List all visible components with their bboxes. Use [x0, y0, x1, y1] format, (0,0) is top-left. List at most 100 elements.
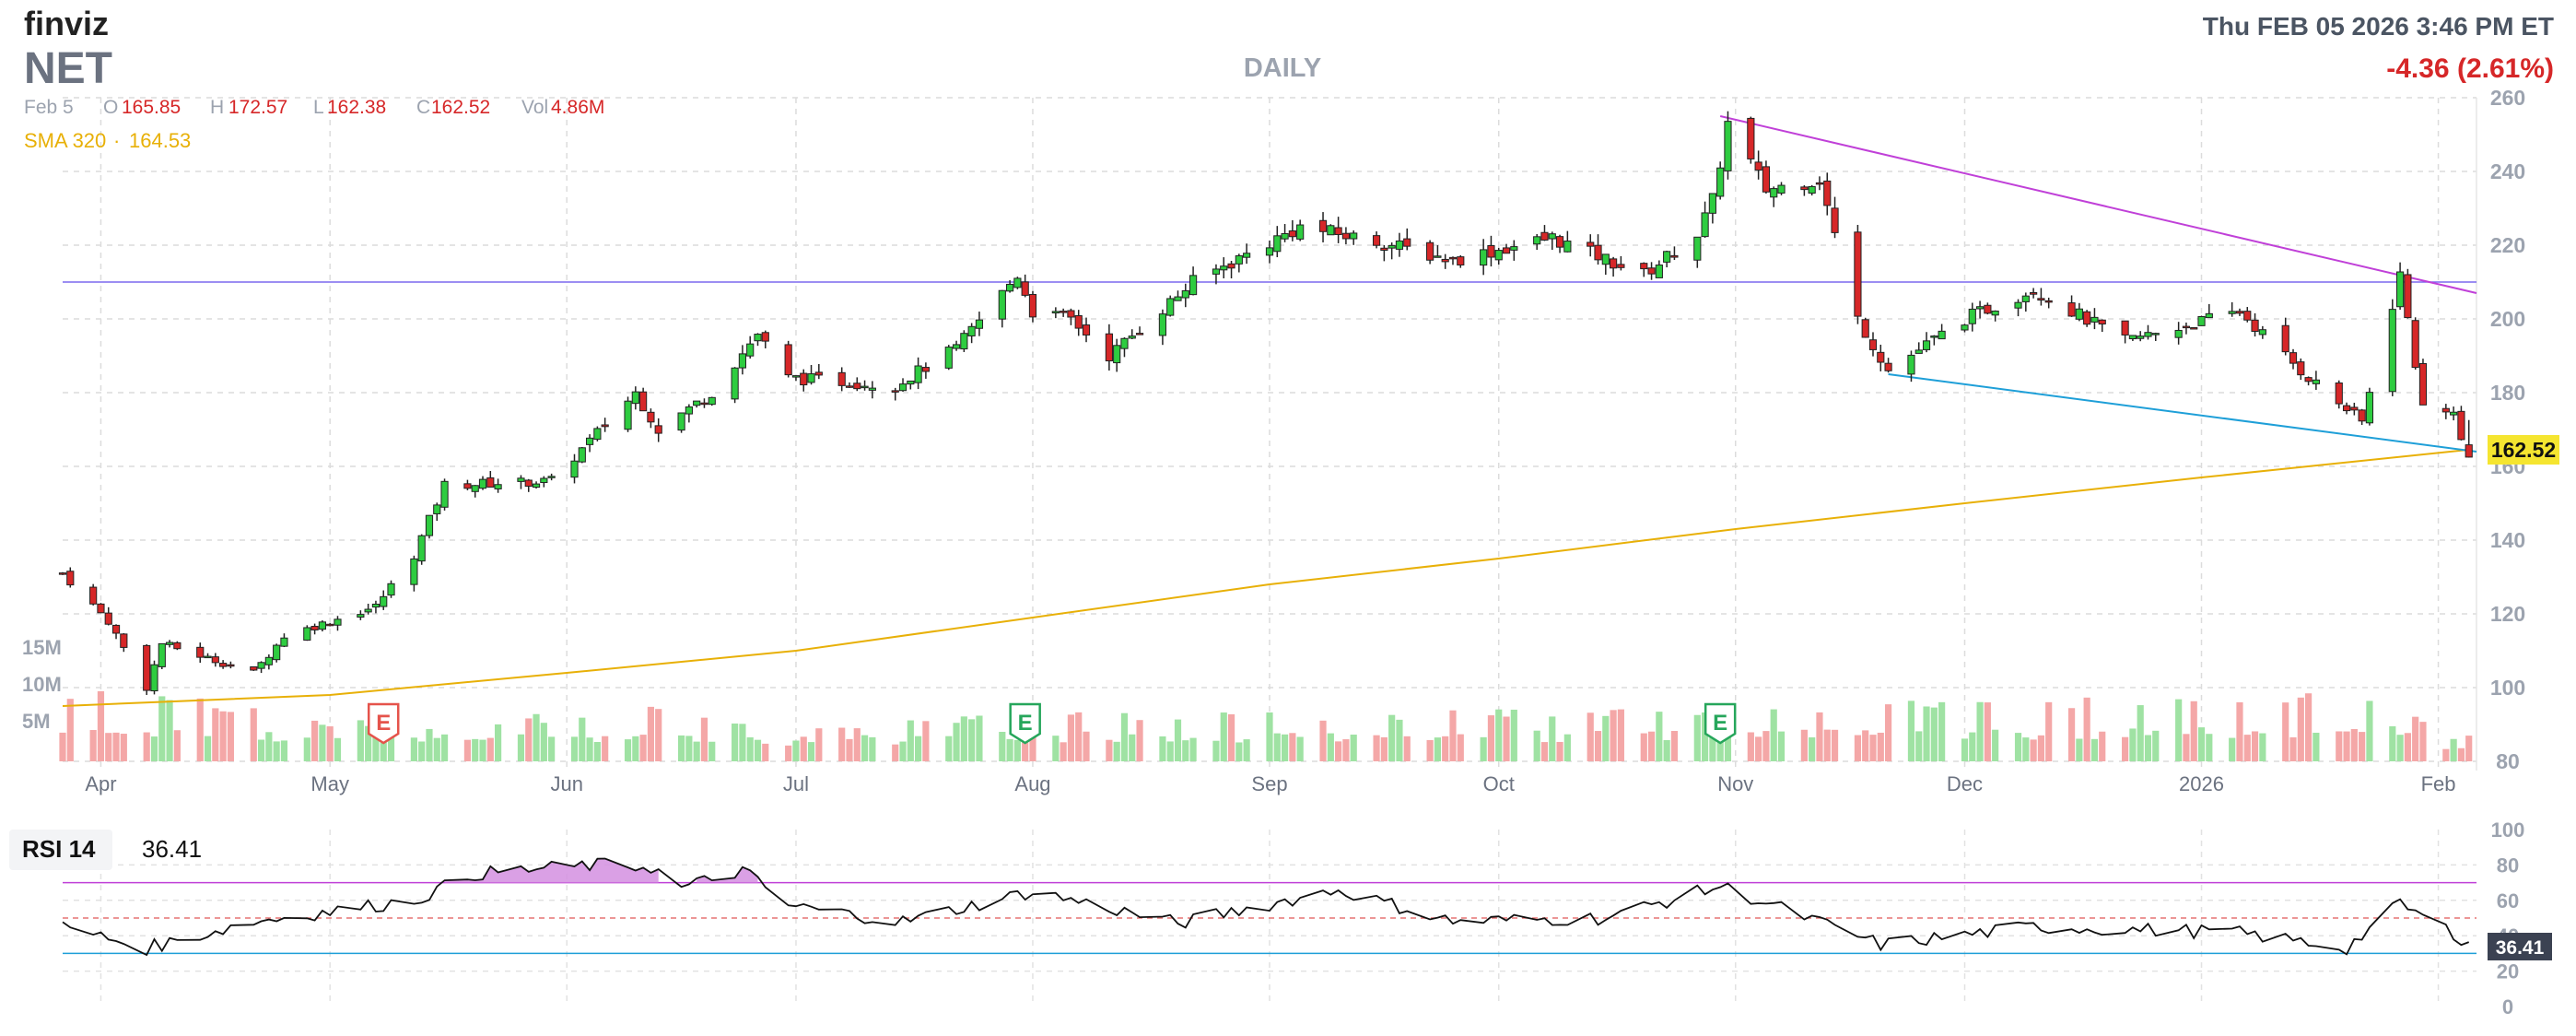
candle-body — [1013, 277, 1022, 288]
volume-bar — [1907, 700, 1915, 761]
candlesticks — [58, 111, 2473, 695]
rsi-label-bg — [9, 830, 112, 870]
candle-body — [410, 558, 418, 585]
volume-bar — [2144, 735, 2152, 761]
sma-label: SMA 320 — [24, 129, 106, 152]
month-label: Jun — [550, 772, 582, 795]
candle-body — [1984, 304, 1992, 314]
volume-bar — [1640, 733, 1647, 761]
candle-body — [524, 479, 533, 487]
candle-body — [1235, 255, 1243, 265]
volume-bar — [204, 736, 212, 761]
candle-body — [2021, 295, 2030, 302]
candle-body — [1341, 232, 1351, 240]
volume-bar — [632, 736, 639, 761]
candle-body — [2342, 405, 2351, 412]
volume-bar — [1273, 733, 1281, 761]
candle-body — [1587, 241, 1595, 247]
candle-body — [708, 396, 716, 406]
candle-body — [173, 642, 181, 650]
candle-body — [570, 460, 579, 478]
volume-tick-label: 15M — [22, 636, 62, 659]
candle-body — [433, 504, 441, 514]
volume-bar — [2022, 737, 2030, 761]
candle-body — [1487, 244, 1495, 258]
candle-body — [334, 618, 342, 626]
volume-bar — [2336, 731, 2343, 761]
candle-body — [471, 485, 479, 492]
candle-body — [1181, 289, 1189, 299]
candle-body — [1808, 185, 1816, 194]
volume-bars — [59, 690, 2473, 761]
candle-body — [746, 343, 755, 357]
volume-bar — [525, 718, 533, 761]
candle-body — [1494, 250, 1503, 261]
candle-body — [585, 437, 594, 445]
volume-bar — [739, 724, 746, 761]
volume-bar — [2297, 697, 2304, 761]
volume-bar — [1809, 737, 1816, 761]
candle-body — [1128, 336, 1136, 339]
candle-body — [2128, 335, 2137, 340]
volume-bar — [517, 734, 525, 761]
candle-body — [578, 447, 586, 463]
volume-bar — [907, 720, 914, 761]
rsi-panel — [62, 857, 2476, 957]
candle-body — [211, 656, 219, 664]
volume-bar — [1480, 736, 1487, 761]
volume-bar — [1212, 740, 1220, 761]
support-trendline — [1888, 373, 2477, 453]
candle-body — [2083, 311, 2091, 325]
candle-body — [1174, 296, 1182, 301]
volume-bar — [1243, 739, 1250, 761]
candle-body — [1105, 333, 1113, 362]
rsi-tag: 36.41 — [2496, 937, 2545, 959]
candle-body — [2205, 312, 2213, 319]
candle-body — [2090, 316, 2099, 323]
candle-body — [2289, 352, 2298, 364]
volume-bar — [685, 736, 693, 761]
volume-bar — [1656, 712, 1663, 761]
volume-bar — [2389, 725, 2396, 761]
volume-bar — [1159, 736, 1166, 761]
volume-bar — [1083, 731, 1090, 761]
candle-body — [1051, 311, 1060, 314]
volume-bar — [1670, 731, 1679, 761]
candle-body — [738, 353, 747, 369]
candle-body — [2151, 333, 2160, 336]
price-tick-label: 100 — [2490, 676, 2525, 700]
candle-body — [677, 412, 685, 431]
volume-bar — [2030, 739, 2037, 761]
rsi-tag-bg — [2488, 933, 2552, 960]
candle-body — [960, 333, 968, 350]
candle-body — [1120, 337, 1129, 349]
rsi-overbought-fill — [444, 858, 659, 883]
candle-body — [89, 586, 98, 605]
volume-bar — [59, 732, 66, 761]
volume-bar — [647, 706, 655, 761]
candle-body — [380, 595, 388, 607]
month-label: Apr — [85, 772, 116, 795]
volume-bar — [120, 734, 127, 761]
volume-bar — [1289, 733, 1296, 761]
rsi-tick-label: 0 — [2502, 995, 2513, 1018]
ohlc-low: 162.38 — [327, 97, 386, 118]
finviz-logo[interactable]: finviz — [24, 5, 109, 42]
earnings-marker — [367, 702, 400, 745]
ohlc-close: 162.52 — [431, 97, 490, 118]
volume-bar — [1556, 741, 1563, 761]
volume-bar — [1923, 706, 1930, 761]
candle-body — [1457, 256, 1465, 266]
month-label: Oct — [1483, 772, 1515, 795]
volume-bar — [1984, 702, 1991, 761]
volume-bar — [1617, 709, 1624, 761]
volume-tick-label: 5M — [22, 710, 51, 733]
candle-body — [219, 663, 228, 667]
volume-bar — [1060, 742, 1067, 761]
candle-body — [2418, 362, 2428, 406]
price-tick-label: 200 — [2490, 307, 2525, 331]
candle-body — [2258, 329, 2266, 336]
candle-body — [1334, 227, 1342, 235]
candle-body — [2030, 291, 2038, 295]
